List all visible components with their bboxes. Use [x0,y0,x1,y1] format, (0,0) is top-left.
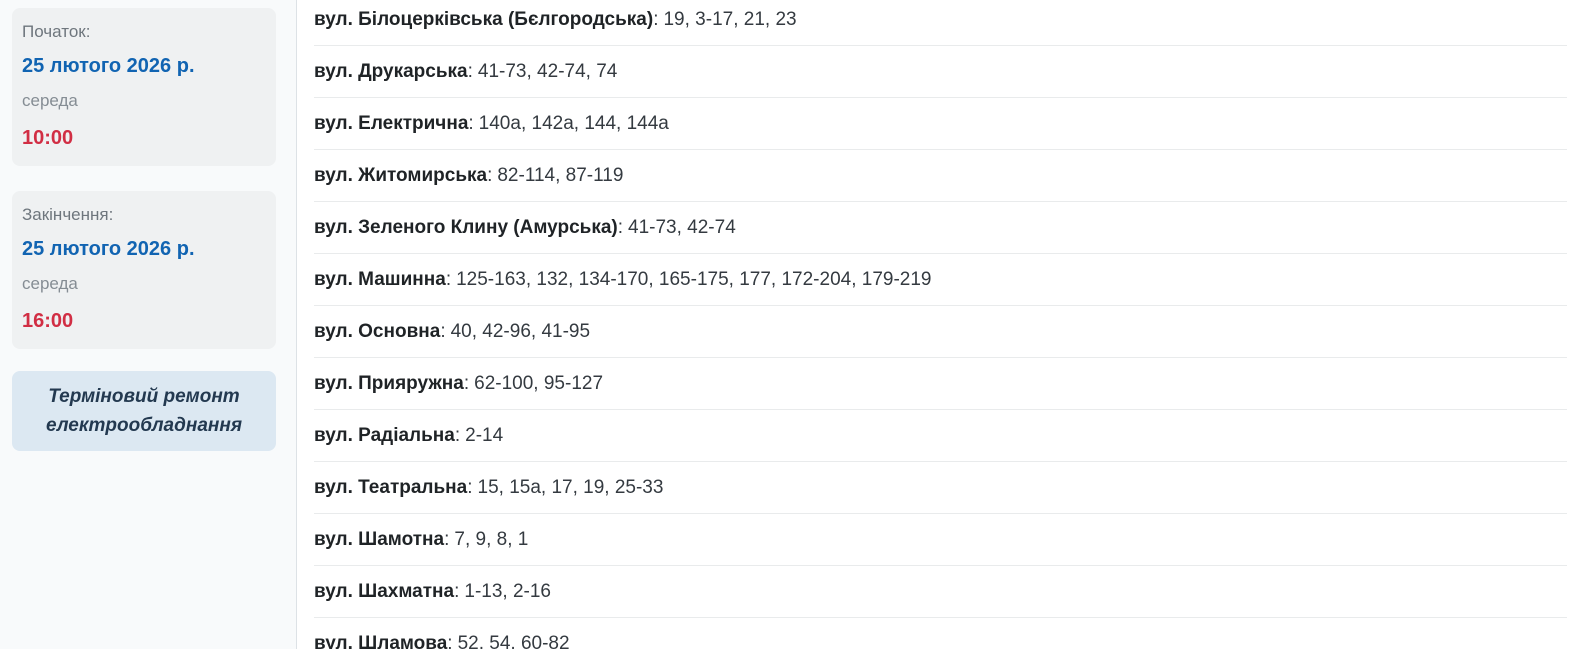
street-row: вул. Основна: 40, 42-96, 41-95 [314,305,1567,357]
street-name: вул. Прияружна [314,373,464,394]
street-separator: : [447,633,453,649]
house-numbers: 1-13, 2-16 [464,581,552,602]
street-row: вул. Білоцерківська (Бєлгородська): 19, 3… [314,0,1567,45]
street-name: вул. Шамотна [314,529,445,550]
end-date: 25 лютого 2026 р. [22,238,195,260]
house-numbers: 40, 42-96, 41-95 [450,321,591,342]
house-numbers: 7, 9, 8, 1 [454,529,529,550]
street-name: вул. Друкарська [314,61,468,82]
street-name: вул. Машинна [314,269,446,290]
streets-list: вул. Білоцерківська (Бєлгородська): 19, 3… [297,0,1583,649]
street-name: вул. Житомирська [314,165,488,186]
street-name: вул. Основна [314,321,441,342]
street-name: вул. Шламова [314,633,448,649]
street-separator: : [487,165,493,186]
street-row: вул. Зеленого Клину (Амурська): 41-73, 42… [314,201,1567,253]
street-row: вул. Шамотна: 7, 9, 8, 1 [314,513,1567,565]
street-row: вул. Електрична: 140а, 142а, 144, 144а [314,97,1567,149]
street-row: вул. Шахматна: 1-13, 2-16 [314,565,1567,617]
street-separator: : [468,113,474,134]
house-numbers: 41-73, 42-74 [628,217,736,238]
house-numbers: 140а, 142а, 144, 144а [478,113,669,134]
outage-reason: Терміновий ремонт електрообладнання [45,386,243,436]
street-name: вул. Шахматна [314,581,455,602]
sidebar: Початок: 25 лютого 2026 р. середа 10:00 … [0,0,297,649]
street-separator: : [463,373,470,394]
street-row: вул. Житомирська: 82-114, 87-119 [314,149,1567,201]
street-separator: : [467,61,473,82]
start-time: 10:00 [22,127,74,149]
house-numbers: 2-14 [465,425,504,446]
street-name: вул. Радіальна [314,425,455,446]
street-row: вул. Прияружна: 62-100, 95-127 [314,357,1567,409]
start-label: Початок: [22,22,91,41]
reason-card: Терміновий ремонт електрообладнання [12,371,276,451]
house-numbers: 62-100, 95-127 [474,373,604,394]
street-separator: : [440,321,446,342]
house-numbers: 19, 3-17, 21, 23 [663,9,797,30]
street-row: вул. Друкарська: 41-73, 42-74, 74 [314,45,1567,97]
street-separator: : [454,425,461,446]
start-date: 25 лютого 2026 р. [22,55,195,77]
street-name: вул. Театральна [314,477,468,498]
street-separator: : [454,581,460,602]
end-weekday: середа [22,274,78,293]
house-numbers: 15, 15а, 17, 19, 25-33 [477,477,664,498]
end-time: 16:00 [22,310,74,332]
street-separator: : [653,9,659,30]
street-row: вул. Театральна: 15, 15а, 17, 19, 25-33 [314,461,1567,513]
street-name: вул. Білоцерківська (Бєлгородська) [314,9,654,30]
house-numbers: 41-73, 42-74, 74 [477,61,618,82]
street-name: вул. Електрична [314,113,469,134]
street-separator: : [445,269,452,290]
end-label: Закінчення: [22,205,114,224]
street-separator: : [444,529,450,550]
house-numbers: 125-163, 132, 134-170, 165-175, 177, 172… [456,269,932,290]
street-row: вул. Шламова: 52, 54, 60-82 [314,617,1567,649]
start-weekday: середа [22,91,78,110]
house-numbers: 82-114, 87-119 [497,165,624,186]
street-row: вул. Радіальна: 2-14 [314,409,1567,461]
street-name: вул. Зеленого Клину (Амурська) [314,217,618,238]
street-row: вул. Машинна: 125-163, 132, 134-170, 165-… [314,253,1567,305]
start-card: Початок: 25 лютого 2026 р. середа 10:00 [12,8,276,166]
end-card: Закінчення: 25 лютого 2026 р. середа 16:… [12,191,276,349]
street-separator: : [617,217,624,238]
street-separator: : [467,477,473,498]
house-numbers: 52, 54, 60-82 [457,633,570,649]
